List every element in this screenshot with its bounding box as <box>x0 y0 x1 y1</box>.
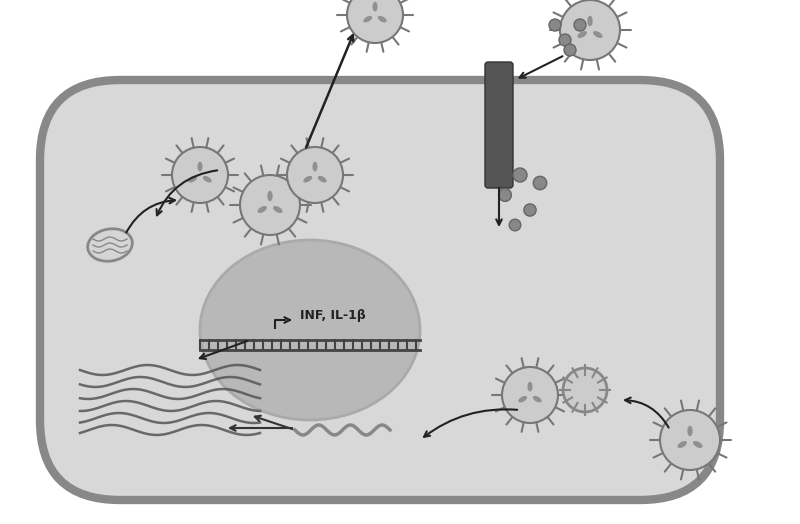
Ellipse shape <box>267 191 273 201</box>
Circle shape <box>574 19 586 31</box>
Ellipse shape <box>593 31 602 38</box>
Text: INF, IL-1β: INF, IL-1β <box>300 310 366 322</box>
Ellipse shape <box>88 229 132 261</box>
Circle shape <box>498 189 511 201</box>
FancyBboxPatch shape <box>485 62 513 188</box>
Circle shape <box>172 147 228 203</box>
Ellipse shape <box>303 176 312 182</box>
Ellipse shape <box>258 206 267 213</box>
Ellipse shape <box>587 16 593 26</box>
Ellipse shape <box>318 176 326 182</box>
Ellipse shape <box>527 381 533 391</box>
Circle shape <box>347 0 403 43</box>
Ellipse shape <box>200 240 420 420</box>
Ellipse shape <box>273 206 282 213</box>
Circle shape <box>240 175 300 235</box>
Circle shape <box>563 368 607 412</box>
Circle shape <box>509 219 521 231</box>
Circle shape <box>524 204 536 216</box>
Ellipse shape <box>533 396 542 402</box>
Ellipse shape <box>373 2 378 12</box>
Ellipse shape <box>678 441 687 448</box>
Ellipse shape <box>518 396 527 402</box>
Circle shape <box>549 19 561 31</box>
Ellipse shape <box>693 441 702 448</box>
Circle shape <box>502 367 558 423</box>
Ellipse shape <box>687 425 693 436</box>
Ellipse shape <box>188 176 197 182</box>
Circle shape <box>560 0 620 60</box>
Ellipse shape <box>313 162 318 171</box>
Circle shape <box>287 147 343 203</box>
Ellipse shape <box>203 176 212 182</box>
Ellipse shape <box>363 16 372 23</box>
Ellipse shape <box>198 162 202 171</box>
Circle shape <box>660 410 720 470</box>
FancyBboxPatch shape <box>40 80 720 500</box>
Circle shape <box>564 44 576 56</box>
Circle shape <box>534 176 546 190</box>
Circle shape <box>559 34 571 46</box>
Ellipse shape <box>578 31 587 38</box>
Circle shape <box>513 168 527 182</box>
Ellipse shape <box>378 16 386 23</box>
